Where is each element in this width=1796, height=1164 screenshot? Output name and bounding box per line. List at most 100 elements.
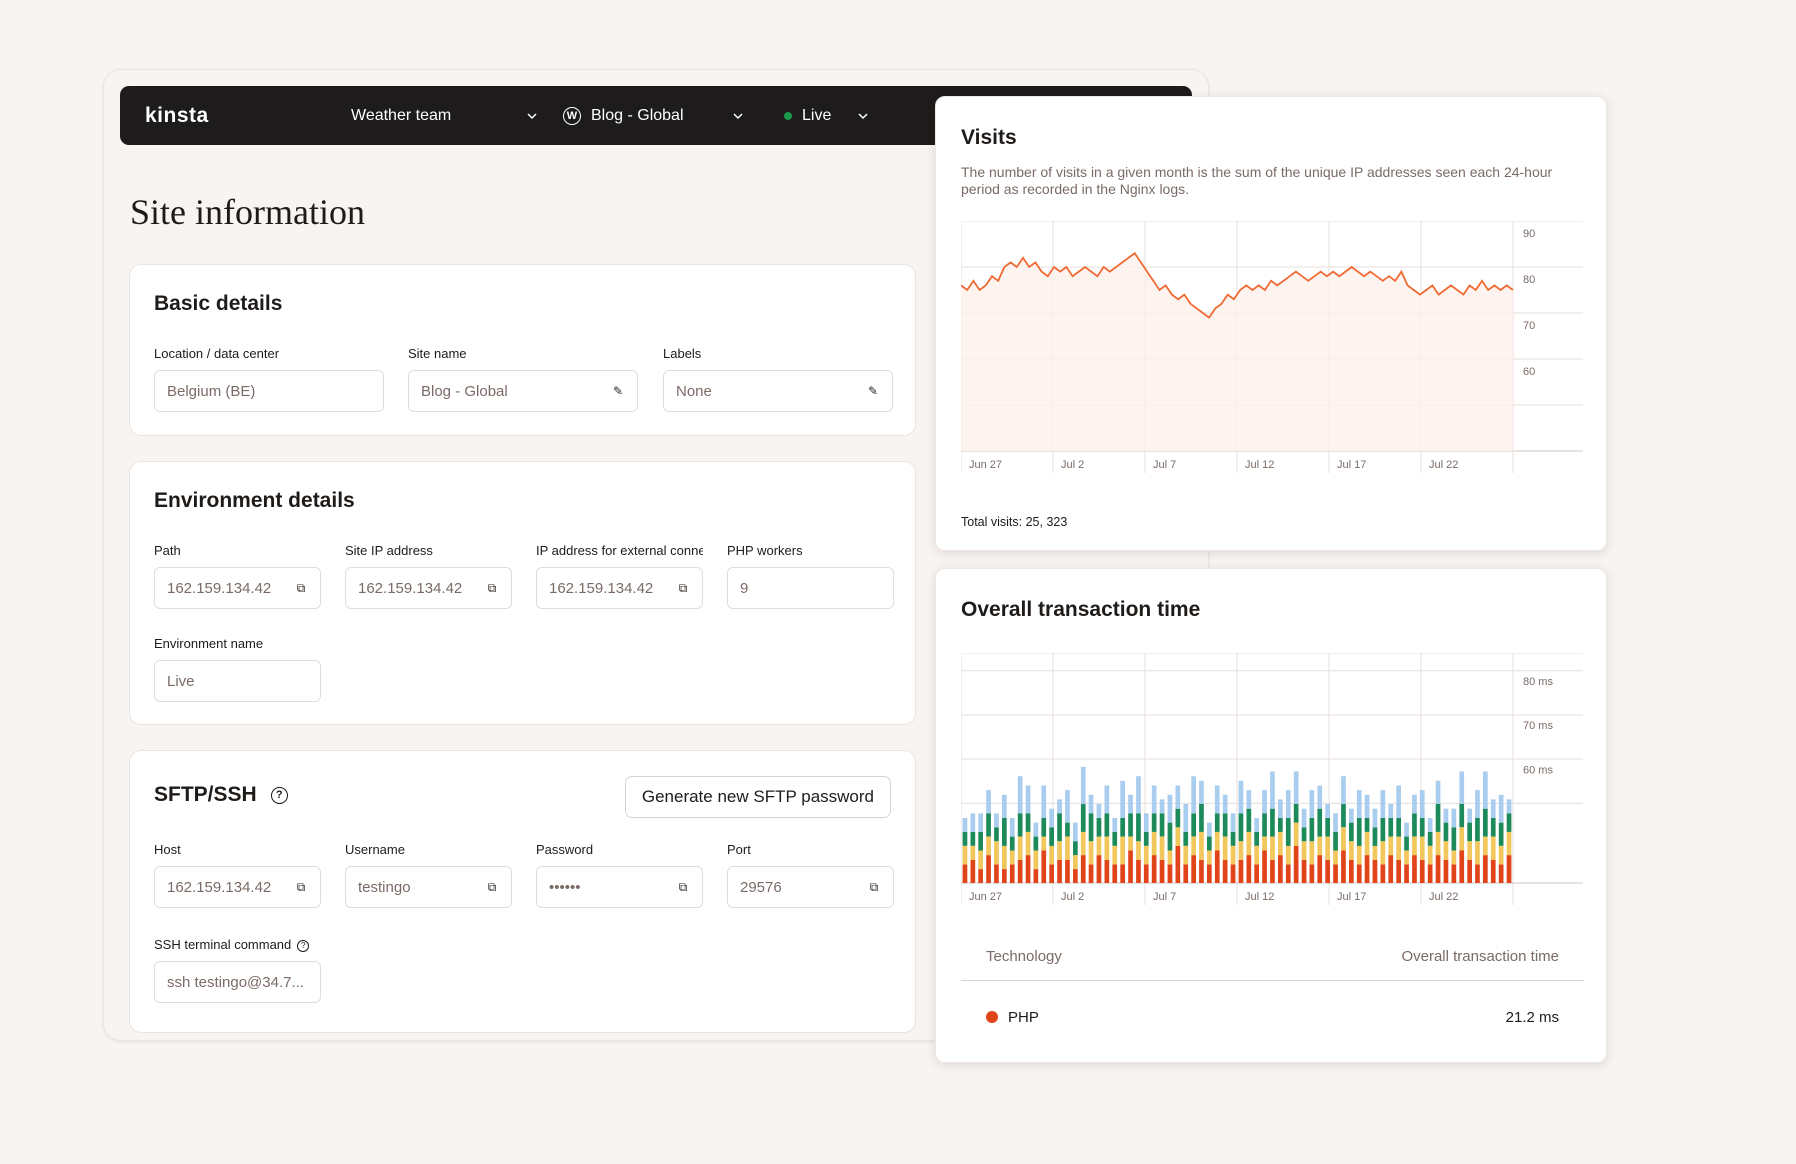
site-selector[interactable]: W Blog - Global: [563, 86, 743, 145]
location-value: Belgium (BE): [167, 382, 256, 400]
x-tick-label: Jun 27: [969, 459, 1002, 471]
bar-segment: [1230, 864, 1236, 883]
bar-segment: [1088, 794, 1094, 814]
sftp-ssh-title: SFTP/SSH?: [154, 783, 288, 807]
technology-column-header: Technology: [986, 948, 1062, 965]
bar-segment: [1183, 831, 1189, 846]
bar-segment: [1443, 822, 1449, 842]
password-field: Password •••••• ⧉: [536, 842, 703, 908]
copy-icon[interactable]: ⧉: [869, 879, 879, 894]
copy-icon[interactable]: ⧉: [296, 879, 306, 894]
bar-segment: [1214, 813, 1220, 832]
bar-segment: [1143, 845, 1149, 865]
help-icon[interactable]: ?: [270, 786, 288, 804]
bar-segment: [1041, 785, 1047, 818]
username-value: testingo: [358, 878, 411, 896]
x-tick-label: Jul 7: [1153, 891, 1176, 903]
bar-segment: [1159, 813, 1165, 837]
bar-segment: [1380, 864, 1386, 883]
bar-segment: [1104, 836, 1110, 860]
bar-segment: [1057, 859, 1062, 883]
bar-segment: [1175, 827, 1181, 846]
team-selector[interactable]: Weather team: [351, 86, 537, 145]
site-name-input[interactable]: Blog - Global ✎: [408, 370, 638, 412]
visits-description: The number of visits in a given month is…: [961, 164, 1553, 197]
bar-segment: [1412, 813, 1417, 837]
bar-segment: [1222, 836, 1228, 860]
edit-icon[interactable]: ✎: [867, 384, 879, 398]
copy-icon[interactable]: ⧉: [678, 580, 688, 595]
bar-segment: [1404, 822, 1409, 837]
environment-selector[interactable]: Live: [784, 86, 868, 145]
copy-icon[interactable]: ⧉: [487, 580, 497, 595]
edit-icon[interactable]: ✎: [612, 384, 624, 398]
copy-icon[interactable]: ⧉: [678, 879, 688, 894]
host-label: Host: [154, 842, 181, 857]
bar-segment: [1183, 845, 1189, 865]
username-label: Username: [345, 842, 405, 857]
bar-segment: [1199, 831, 1204, 860]
php-legend-dot: [986, 1011, 998, 1023]
bar-segment: [1167, 794, 1173, 823]
bar-segment: [1159, 836, 1165, 860]
bar-segment: [1183, 804, 1189, 832]
bar-segment: [1065, 836, 1070, 860]
copy-icon[interactable]: ⧉: [487, 879, 497, 894]
bar-segment: [1057, 813, 1062, 842]
bar-segment: [1246, 790, 1252, 809]
bar-segment: [1009, 864, 1015, 883]
bar-segment: [1380, 818, 1386, 842]
site-name-field: Site name Blog - Global ✎: [408, 346, 638, 412]
bar-segment: [1207, 850, 1212, 865]
bar-segment: [1128, 813, 1133, 837]
bar-segment: [1222, 794, 1228, 814]
bar-segment: [1262, 850, 1267, 883]
visits-title: Visits: [961, 126, 1017, 149]
kinsta-logo[interactable]: kinsta: [145, 103, 209, 127]
bar-segment: [1419, 818, 1425, 837]
bar-segment: [1262, 813, 1267, 837]
y-tick-label: 70: [1523, 320, 1535, 332]
environment-name-field: Environment name Live: [154, 636, 321, 702]
port-label: Port: [727, 842, 751, 857]
bar-segment: [1419, 836, 1425, 860]
bar-segment: [1490, 836, 1496, 860]
bar-segment: [1009, 850, 1015, 865]
external-ip-value: 162.159.134.42: [549, 579, 654, 597]
bar-segment: [1309, 864, 1315, 883]
bar-segment: [1104, 859, 1110, 883]
bar-segment: [986, 855, 991, 883]
bar-segment: [1041, 850, 1047, 883]
live-status-dot: [784, 111, 792, 120]
bar-segment: [1080, 766, 1086, 805]
bar-segment: [1467, 841, 1472, 860]
bar-segment: [1136, 776, 1141, 814]
password-input: •••••• ⧉: [536, 866, 703, 908]
bar-segment: [1104, 785, 1110, 814]
bar-segment: [1270, 836, 1275, 860]
bar-segment: [994, 813, 999, 828]
bar-segment: [1404, 864, 1409, 883]
ssh-command-label: SSH terminal command?: [154, 937, 321, 952]
bar-segment: [1175, 845, 1181, 883]
bar-segment: [1475, 790, 1480, 818]
bar-segment: [1112, 864, 1118, 883]
environment-name-input: Live: [154, 660, 321, 702]
x-tick-label: Jul 17: [1337, 891, 1366, 903]
generate-sftp-password-button[interactable]: Generate new SFTP password: [624, 776, 891, 818]
bar-segment: [1427, 818, 1433, 832]
copy-icon[interactable]: ⧉: [296, 580, 306, 595]
bar-segment: [1191, 776, 1196, 814]
help-icon[interactable]: ?: [297, 939, 310, 952]
bar-segment: [1128, 836, 1133, 851]
bar-segment: [1349, 822, 1354, 842]
bar-segment: [1483, 771, 1488, 809]
bar-segment: [978, 869, 983, 883]
bar-segment: [1364, 855, 1370, 883]
bar-segment: [1427, 864, 1433, 883]
bar-segment: [1065, 859, 1070, 883]
bar-segment: [1483, 836, 1488, 856]
labels-input[interactable]: None ✎: [663, 370, 893, 412]
bar-segment: [1388, 818, 1394, 837]
path-value: 162.159.134.42: [167, 579, 272, 597]
